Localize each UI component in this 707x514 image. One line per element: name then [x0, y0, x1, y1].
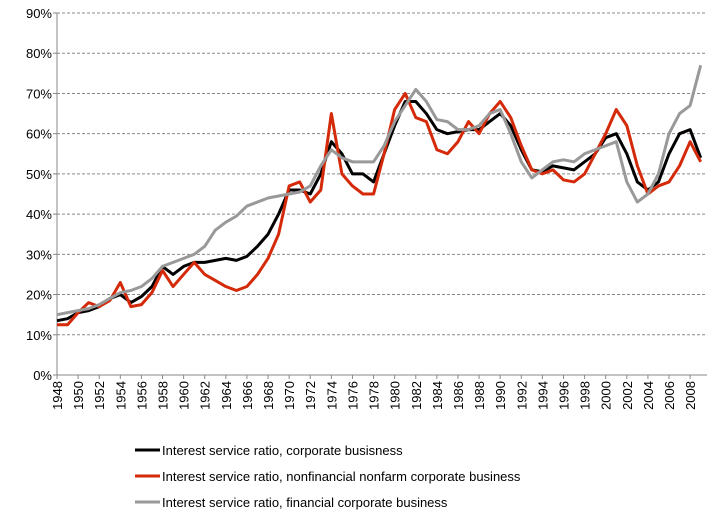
x-tick-label: 1964 [219, 381, 234, 410]
x-tick-label: 1992 [514, 381, 529, 410]
x-tick-label: 1976 [345, 381, 360, 410]
x-tick-label: 1962 [198, 381, 213, 410]
y-tick-label: 60% [26, 127, 52, 142]
x-tick-label: 2006 [662, 381, 677, 410]
x-tick-label: 1998 [578, 381, 593, 410]
x-tick-label: 1980 [388, 381, 403, 410]
x-tick-label: 1972 [303, 381, 318, 410]
x-tick-label: 1984 [430, 381, 445, 410]
x-tick-label: 1974 [324, 381, 339, 410]
series-line [56, 64, 703, 317]
x-tick-label: 1958 [156, 381, 171, 410]
y-tick-label: 0% [33, 368, 52, 383]
x-tick-label: 1960 [177, 381, 192, 410]
x-tick-label: 1952 [92, 381, 107, 410]
y-tick-label: 80% [26, 46, 52, 61]
series-line [57, 91, 702, 327]
x-tick-label: 2002 [620, 381, 635, 410]
x-tick-label: 1996 [556, 381, 571, 410]
x-tick-label: 2000 [599, 381, 614, 410]
y-tick-label: 50% [26, 167, 52, 182]
y-tick-label: 70% [26, 86, 52, 101]
x-tick-label: 1994 [535, 381, 550, 410]
legend-label: Interest service ratio, financial corpor… [162, 495, 448, 510]
x-tick-label: 1956 [134, 381, 149, 410]
x-tick-label: 1990 [493, 381, 508, 410]
y-tick-label: 30% [26, 247, 52, 262]
x-tick-label: 1982 [409, 381, 424, 410]
y-tick-label: 90% [26, 6, 52, 21]
legend-label: Interest service ratio, nonfinancial non… [162, 469, 521, 484]
x-tick-label: 1968 [261, 381, 276, 410]
y-tick-label: 10% [26, 328, 52, 343]
x-tick-label: 1954 [113, 381, 128, 410]
x-tick-label: 1948 [50, 381, 65, 410]
x-tick-label: 1986 [451, 381, 466, 410]
x-tick-label: 2004 [641, 381, 656, 410]
legend-label: Interest service ratio, corporate busisn… [162, 443, 403, 458]
x-tick-label: 1978 [367, 381, 382, 410]
y-tick-label: 20% [26, 288, 52, 303]
x-tick-label: 2008 [683, 381, 698, 410]
x-tick-label: 1966 [240, 381, 255, 410]
x-tick-label: 1970 [282, 381, 297, 410]
y-tick-label: 40% [26, 207, 52, 222]
x-tick-label: 1950 [71, 381, 86, 410]
x-tick-label: 1988 [472, 381, 487, 410]
